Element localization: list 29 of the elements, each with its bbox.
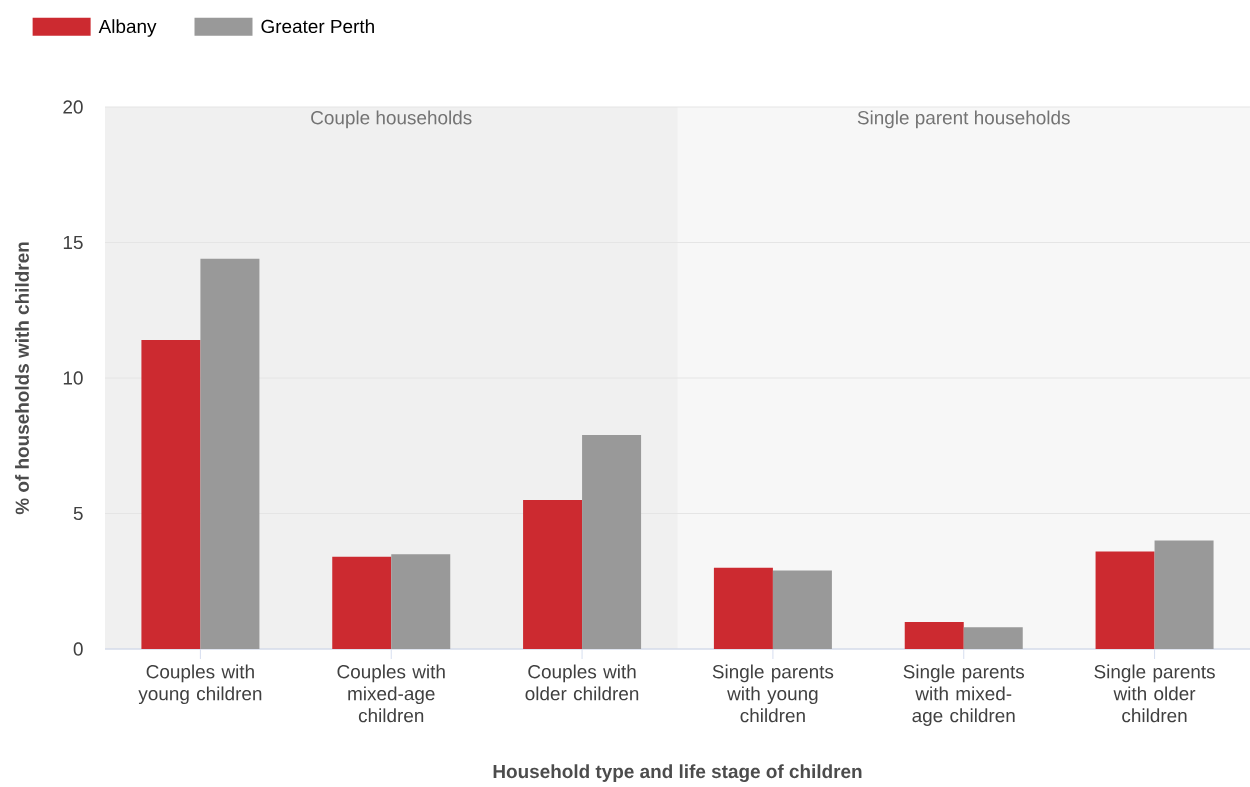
x-tick-label: Single parents with older children xyxy=(1094,664,1215,723)
x-tick-label: Single parents with mixed-age children xyxy=(903,664,1025,726)
bar xyxy=(391,554,451,649)
x-tick-label: Single parents with young children xyxy=(712,664,834,723)
bar xyxy=(772,570,832,649)
legend-label: Albany xyxy=(98,19,157,37)
bar xyxy=(523,499,583,649)
y-tick-label: 15 xyxy=(63,235,83,250)
bar xyxy=(582,434,642,649)
bar xyxy=(904,621,964,649)
x-axis-title: Household type and life stage of children xyxy=(493,764,862,782)
y-tick-label: 10 xyxy=(63,371,83,385)
bar xyxy=(963,627,1023,649)
bar xyxy=(332,556,392,649)
x-tick-label: Couples with mixed-age children xyxy=(337,664,445,723)
bar xyxy=(200,258,260,649)
y-axis-title: % of households with children xyxy=(15,242,29,515)
y-tick-label: 5 xyxy=(73,506,83,521)
band-label: Single parent households xyxy=(857,110,1070,129)
x-tick-label: Couples with older children xyxy=(525,664,639,701)
y-tick-label: 0 xyxy=(73,642,83,656)
bar xyxy=(141,340,201,649)
x-tick-label: Couples with young children xyxy=(138,664,262,705)
legend-label: Greater Perth xyxy=(261,19,374,34)
bar xyxy=(1154,540,1214,649)
bar xyxy=(713,567,773,649)
band-label: Couple households xyxy=(311,110,472,129)
y-tick-label: 20 xyxy=(63,100,83,114)
bar xyxy=(1095,551,1155,649)
